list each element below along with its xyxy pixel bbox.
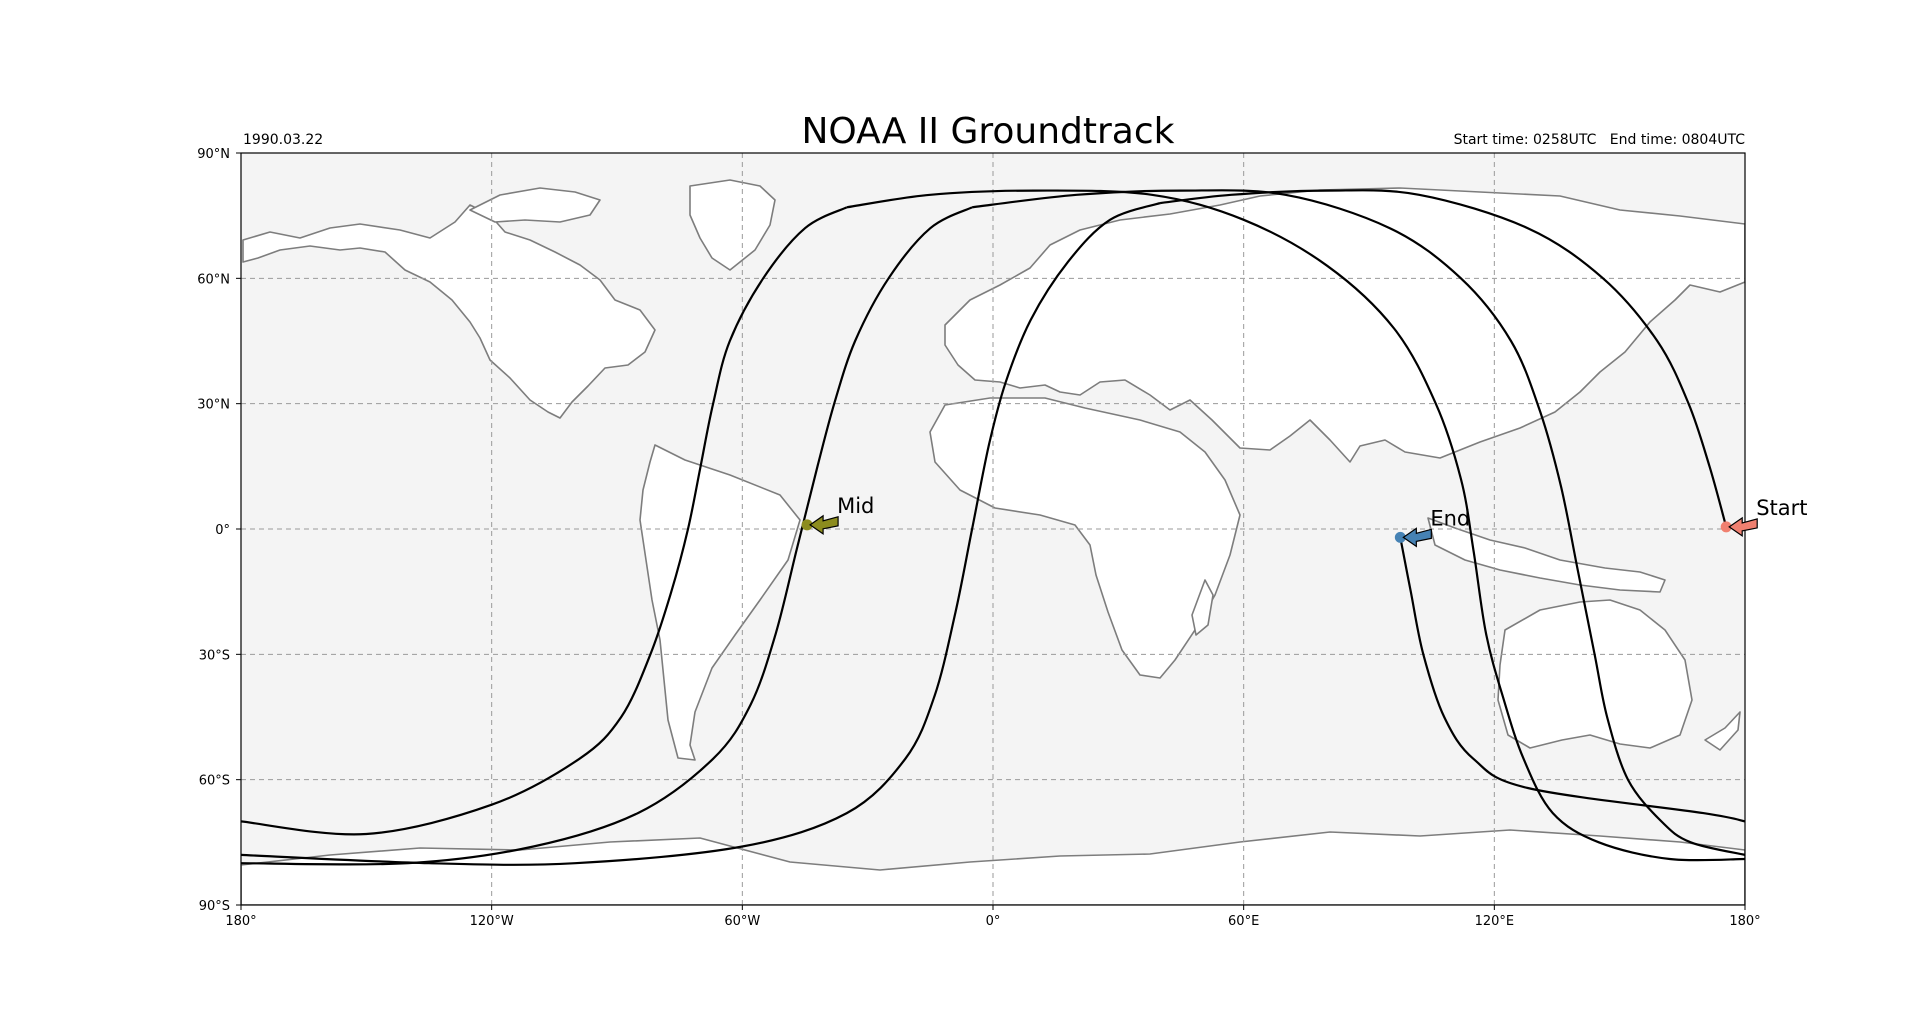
groundtrack-segment-7 (1399, 537, 1745, 823)
north-america-landmass (242, 204, 656, 419)
australia-landmass (1497, 599, 1693, 749)
lon-label-180e: 180° (1729, 914, 1760, 929)
marker-mid: Mid (801, 494, 874, 535)
groundtrack-segment-5 (846, 189, 1745, 862)
marker-end: End (1394, 506, 1470, 548)
lon-label-0: 0° (986, 914, 1001, 929)
lat-label-30s: 30°S (199, 648, 230, 663)
marker-label: Start (1756, 496, 1807, 520)
marker-start: Start (1720, 496, 1808, 538)
lat-label-60n: 60°N (197, 272, 230, 287)
eurasia-landmass (944, 187, 1745, 463)
groundtrack-segment-6 (241, 206, 848, 836)
marker-label: End (1430, 506, 1470, 530)
groundtrack-segment-2 (241, 202, 1161, 866)
lon-label-60w: 60°W (724, 914, 760, 929)
lon-label-60e: 60°E (1228, 914, 1259, 929)
groundtrack-segment-1 (1159, 189, 1728, 528)
lon-label-180w: 180° (225, 914, 256, 929)
arctic-islands (469, 187, 601, 223)
longitude-labels: 180° 120°W 60°W 0° 60°E 120°E 180° (225, 914, 1760, 929)
marker-arrow (809, 514, 839, 535)
groundtrack-segment-4 (241, 206, 973, 866)
maritime-southeast-asia (1427, 517, 1666, 593)
lat-label-90n: 90°N (197, 147, 230, 162)
land-layer (241, 179, 1745, 905)
lat-label-30n: 30°N (197, 398, 230, 413)
greenland-landmass (689, 179, 776, 271)
lon-label-120e: 120°E (1475, 914, 1515, 929)
lat-label-90s: 90°S (199, 899, 230, 914)
time-info-label: Start time: 0258UTC End time: 0804UTC (1454, 132, 1746, 148)
south-america-landmass (639, 444, 801, 761)
date-label: 1990.03.22 (243, 132, 323, 148)
africa-landmass (929, 397, 1241, 679)
groundtrack-lines (241, 189, 1745, 866)
new-zealand-islands (1704, 711, 1741, 751)
marker-arrow (1402, 527, 1432, 548)
graticule (241, 153, 1745, 905)
marker-arrow (1728, 516, 1758, 538)
position-markers: Start Mid End (801, 494, 1808, 548)
lat-label-0: 0° (215, 523, 230, 538)
latitude-labels: 90°N 60°N 30°N 0° 30°S 60°S 90°S (197, 147, 230, 914)
madagascar-island (1191, 579, 1214, 636)
axis-ticks (236, 152, 1746, 910)
groundtrack-segment-3 (971, 189, 1745, 856)
marker-label: Mid (837, 494, 874, 518)
lat-label-60s: 60°S (199, 774, 230, 789)
lon-label-120w: 120°W (470, 914, 514, 929)
map-title: NOAA II Groundtrack (801, 111, 1174, 152)
